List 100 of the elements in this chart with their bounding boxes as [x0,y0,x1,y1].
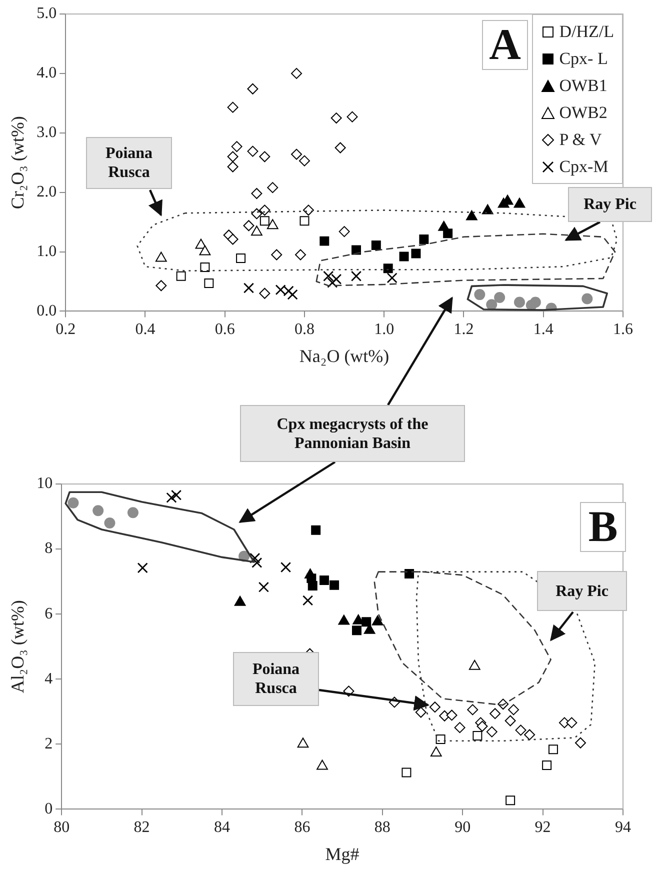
y-tick-label: 0 [44,800,53,818]
point [443,228,453,238]
point [227,234,238,245]
point [402,768,412,778]
point [243,282,254,294]
point [566,717,578,728]
x-axis-title: Mg# [325,844,360,864]
point [429,702,440,713]
point [200,262,210,272]
point [338,614,350,625]
point [330,580,340,590]
point [266,219,278,230]
point [530,296,541,308]
point [137,562,148,574]
point [508,704,520,716]
point [490,708,501,720]
point [334,142,346,154]
point [323,270,334,282]
legend-label: OWB1 [559,75,608,97]
point [327,277,338,288]
point [258,582,269,592]
point [486,726,498,738]
point [486,299,498,310]
point [582,293,593,304]
point [371,240,381,250]
point [170,490,182,500]
point [352,626,362,636]
point [386,272,398,284]
x-tick-label: 0.4 [135,321,156,338]
point [311,525,321,535]
point [320,576,329,585]
point [68,497,79,508]
point [383,264,393,274]
point [259,204,270,216]
point [227,161,238,172]
x-tick-label: 88 [374,819,390,836]
point [250,552,260,564]
annotation: Ray Pic [537,571,627,611]
point [259,151,270,162]
point [251,208,262,220]
text: Cpx megacrysts of the Pannonian Basin [240,405,465,462]
y-tick-label: 1.0 [36,242,57,260]
point [92,505,104,516]
point [454,722,466,734]
point [298,155,310,166]
point [574,737,586,748]
point [297,738,309,748]
x-tick-label: 0.6 [214,321,235,338]
point [300,216,310,226]
point [271,249,282,260]
point [399,252,409,262]
point [411,248,421,258]
x-tick-label: 84 [214,819,230,836]
point [283,286,294,296]
x-tick-label: 0.8 [294,321,314,338]
point [494,292,506,304]
point [524,729,536,740]
point [466,210,478,220]
legend-label: D/HZ/L [559,21,614,43]
point [204,278,214,288]
point [302,204,314,216]
x-tick-label: 80 [54,819,70,836]
point [350,270,362,282]
legend-label: P & V [559,129,602,151]
annotation: B [580,502,626,552]
point [302,595,314,606]
point [515,724,526,736]
y-tick-label: 10 [36,475,53,492]
point [275,284,286,296]
point [287,289,298,300]
point [166,492,177,503]
point [252,557,262,568]
legend-label: OWB2 [559,102,608,124]
point [227,151,238,162]
x-tick-label: 0.2 [56,321,76,338]
point [506,796,516,806]
point [127,507,138,518]
y-axis-title: Cr₂O₃ (wt%) [8,116,28,210]
point [404,569,414,578]
legend-label: Cpx- L [559,48,608,70]
point [514,198,526,208]
point [243,220,254,232]
point [247,83,258,94]
point [291,68,302,79]
point [176,271,186,281]
y-tick-label: 2.0 [36,184,57,201]
point [227,102,238,113]
point [514,296,525,308]
y-tick-label: 8 [44,540,53,558]
point [436,734,446,744]
point [476,720,488,732]
y-tick-label: 6 [44,605,53,622]
point [155,252,167,262]
x-axis-title: Na₂O (wt%) [299,346,390,366]
point [542,760,552,770]
point [331,274,342,284]
legend-label: Cpx-M [559,156,608,178]
point [548,744,558,754]
point [295,249,306,260]
point [504,715,516,726]
